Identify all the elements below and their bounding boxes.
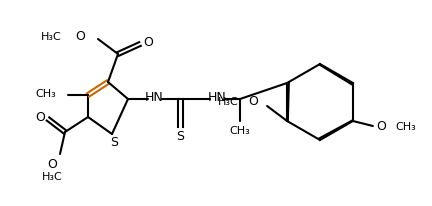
Text: O: O [376, 120, 386, 133]
Text: O: O [47, 158, 57, 171]
Text: O: O [35, 111, 45, 124]
Text: H₃C: H₃C [41, 171, 62, 181]
Text: H₃C: H₃C [218, 97, 239, 107]
Text: HN: HN [208, 91, 226, 104]
Text: O: O [75, 30, 85, 43]
Text: H₃C: H₃C [41, 32, 62, 42]
Text: S: S [110, 136, 118, 149]
Text: O: O [248, 95, 258, 108]
Text: CH₃: CH₃ [395, 121, 416, 131]
Text: CH₃: CH₃ [35, 89, 56, 98]
Text: CH₃: CH₃ [230, 125, 251, 135]
Text: O: O [143, 36, 153, 49]
Text: S: S [176, 130, 184, 143]
Text: HN: HN [145, 91, 163, 104]
